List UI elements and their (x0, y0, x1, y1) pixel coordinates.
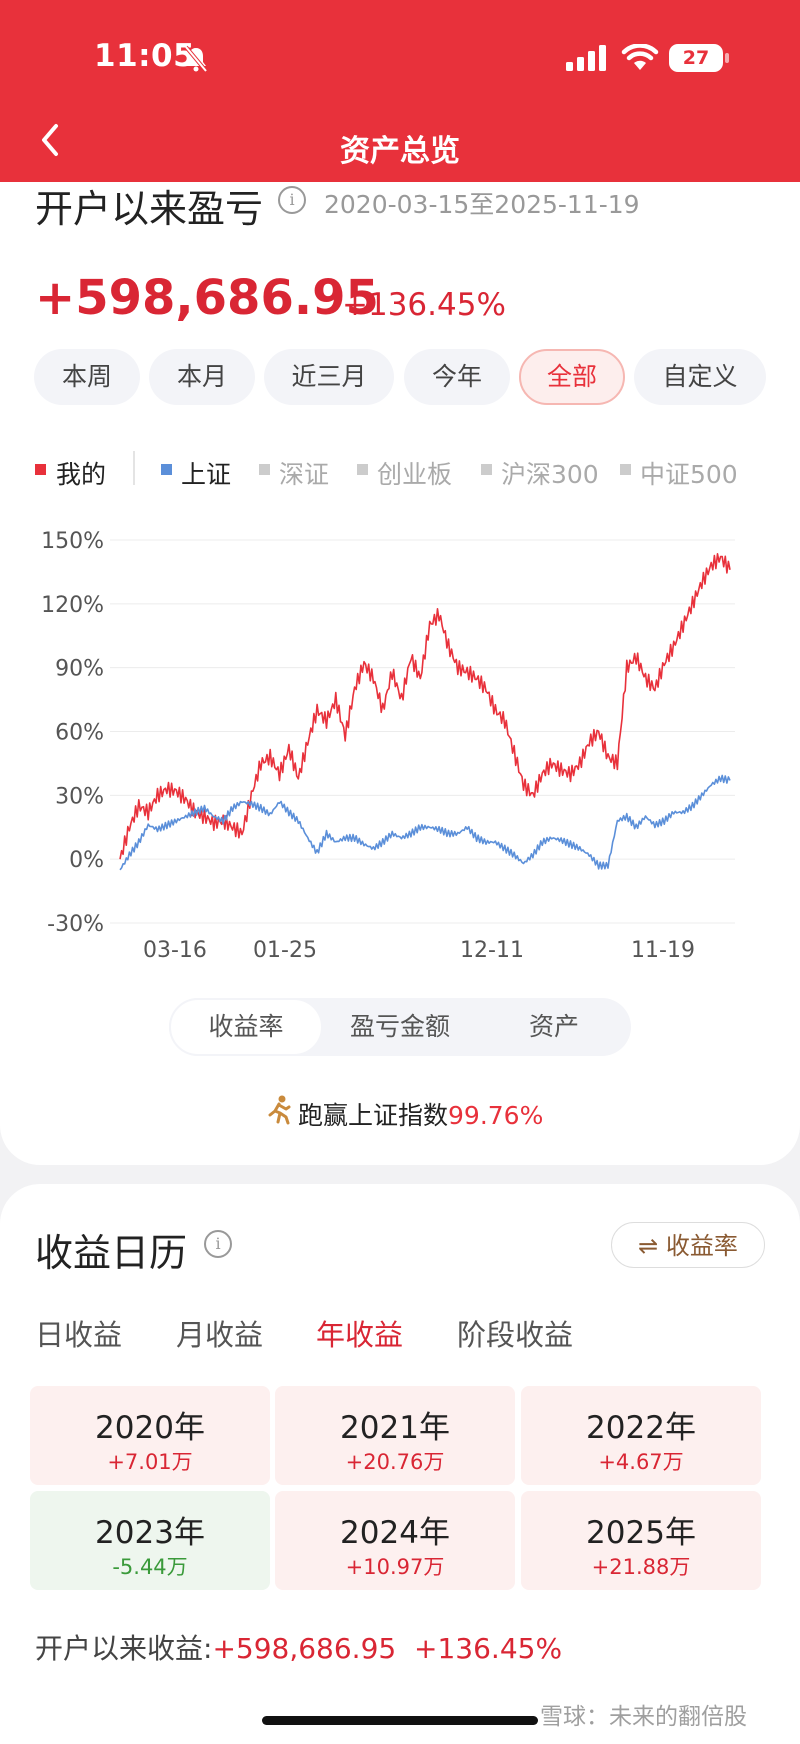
running-man-icon (268, 1095, 291, 1125)
beat-prefix: 跑赢上证指数 (298, 1101, 449, 1130)
beat-value: 99.76% (448, 1101, 544, 1130)
switch-rate-button[interactable]: ⇌ 收益率 (611, 1222, 765, 1268)
year-value: +21.88万 (591, 1555, 691, 1579)
calendar-info-icon[interactable]: i (204, 1230, 232, 1258)
tab-pnl-amount[interactable]: 盈亏金额 (349, 1012, 450, 1041)
legend-swatch-zz500 (620, 464, 631, 475)
series-line-shanghai (119, 774, 731, 871)
period-last-3-months[interactable]: 近三月 (264, 349, 394, 405)
chart-lines (119, 552, 731, 871)
year-label: 2023年 (95, 1515, 205, 1551)
y-tick-label: 150% (41, 529, 104, 554)
tab-stage[interactable]: 阶段收益 (457, 1318, 574, 1352)
year-value: -5.44万 (112, 1555, 188, 1579)
tab-assets[interactable]: 资产 (528, 1012, 579, 1041)
legend-divider (133, 451, 135, 485)
home-indicator (262, 1716, 538, 1725)
total-pnl: +598,686.95 (35, 270, 379, 326)
year-label: 2020年 (95, 1410, 205, 1446)
beat-index-text: 跑赢上证指数99.76% (298, 1096, 543, 1132)
legend-zz500[interactable]: 中证500 (640, 460, 738, 489)
battery-tip (725, 53, 729, 63)
return-chart[interactable]: 150% 120% 90% 60% 30% 0% -30% 03-16 01-25 12-11 1… (30, 510, 750, 970)
year-value: +4.67万 (598, 1450, 684, 1474)
bell-muted-icon (184, 45, 208, 73)
y-tick-label: -30% (47, 912, 104, 937)
calendar-title: 收益日历 (35, 1231, 188, 1275)
info-icon[interactable]: i (278, 186, 306, 214)
total-label: 开户以来收益: (35, 1632, 213, 1665)
year-value: +7.01万 (107, 1450, 193, 1474)
period-this-year[interactable]: 今年 (404, 349, 510, 405)
year-cell-2022[interactable]: 2022年 +4.67万 (521, 1386, 761, 1485)
x-tick-label: 03-16 (143, 938, 207, 963)
x-tick-label: 12-11 (460, 938, 524, 963)
year-cell-2023[interactable]: 2023年 -5.44万 (30, 1491, 270, 1590)
period-custom[interactable]: 自定义 (634, 349, 766, 405)
wifi-icon (621, 44, 659, 70)
legend-swatch-shanghai (161, 464, 172, 475)
x-tick-label: 01-25 (253, 938, 317, 963)
legend-mine[interactable]: 我的 (56, 460, 107, 489)
signal-icon (566, 45, 606, 71)
period-this-month[interactable]: 本月 (149, 349, 255, 405)
y-tick-label: 120% (41, 593, 104, 618)
year-label: 2025年 (586, 1515, 696, 1551)
year-cell-2024[interactable]: 2024年 +10.97万 (275, 1491, 515, 1590)
cumulative-return-line: 开户以来收益:+598,686.95 +136.45% (35, 1627, 562, 1667)
battery-icon: 27 (669, 44, 723, 72)
total-pct: +136.45% (414, 1632, 563, 1665)
legend-swatch-chinext (357, 464, 368, 475)
year-value: +10.97万 (345, 1555, 445, 1579)
year-label: 2021年 (340, 1410, 450, 1446)
legend-swatch-shenzhen (259, 464, 270, 475)
year-cell-2021[interactable]: 2021年 +20.76万 (275, 1386, 515, 1485)
tab-yearly[interactable]: 年收益 (316, 1318, 404, 1352)
year-cell-2020[interactable]: 2020年 +7.01万 (30, 1386, 270, 1485)
chart-y-ticks: 150% 120% 90% 60% 30% 0% -30% (41, 529, 104, 937)
y-tick-label: 90% (55, 657, 104, 682)
watermark: 雪球：未来的翻倍股 (540, 1704, 747, 1730)
legend-swatch-mine (35, 464, 46, 475)
chart-grid (110, 539, 735, 924)
legend-hs300[interactable]: 沪深300 (501, 460, 599, 489)
date-range: 2020-03-15至2025-11-19 (324, 190, 640, 219)
y-tick-label: 60% (55, 721, 104, 746)
x-tick-label: 11-19 (631, 938, 695, 963)
chart-x-ticks: 03-16 01-25 12-11 11-19 (143, 938, 695, 963)
tab-return-rate[interactable]: 收益率 (169, 998, 323, 1056)
legend-shenzhen[interactable]: 深证 (279, 460, 330, 489)
year-value: +20.76万 (345, 1450, 445, 1474)
year-label: 2022年 (586, 1410, 696, 1446)
summary-title: 开户以来盈亏 (35, 187, 264, 231)
period-all[interactable]: 全部 (519, 349, 625, 405)
page-title: 资产总览 (340, 134, 460, 169)
legend-chinext[interactable]: 创业板 (377, 460, 453, 489)
tab-monthly[interactable]: 月收益 (176, 1318, 264, 1352)
year-label: 2024年 (340, 1515, 450, 1551)
legend-shanghai[interactable]: 上证 (181, 460, 232, 489)
series-line-mine (119, 552, 731, 860)
chart-mode-tabs: 收益率 盈亏金额 资产 (169, 998, 631, 1056)
total-pnl-pct: +136.45% (342, 287, 506, 323)
year-cell-2025[interactable]: 2025年 +21.88万 (521, 1491, 761, 1590)
chevron-left-icon[interactable] (36, 120, 66, 160)
legend-swatch-hs300 (481, 464, 492, 475)
app-header: 11:05 27 资产总览 (0, 0, 800, 182)
y-tick-label: 30% (55, 784, 104, 809)
y-tick-label: 0% (69, 848, 104, 873)
total-value: +598,686.95 (212, 1632, 397, 1665)
period-this-week[interactable]: 本周 (34, 349, 140, 405)
tab-daily[interactable]: 日收益 (35, 1318, 123, 1352)
status-time: 11:05 (94, 38, 196, 74)
